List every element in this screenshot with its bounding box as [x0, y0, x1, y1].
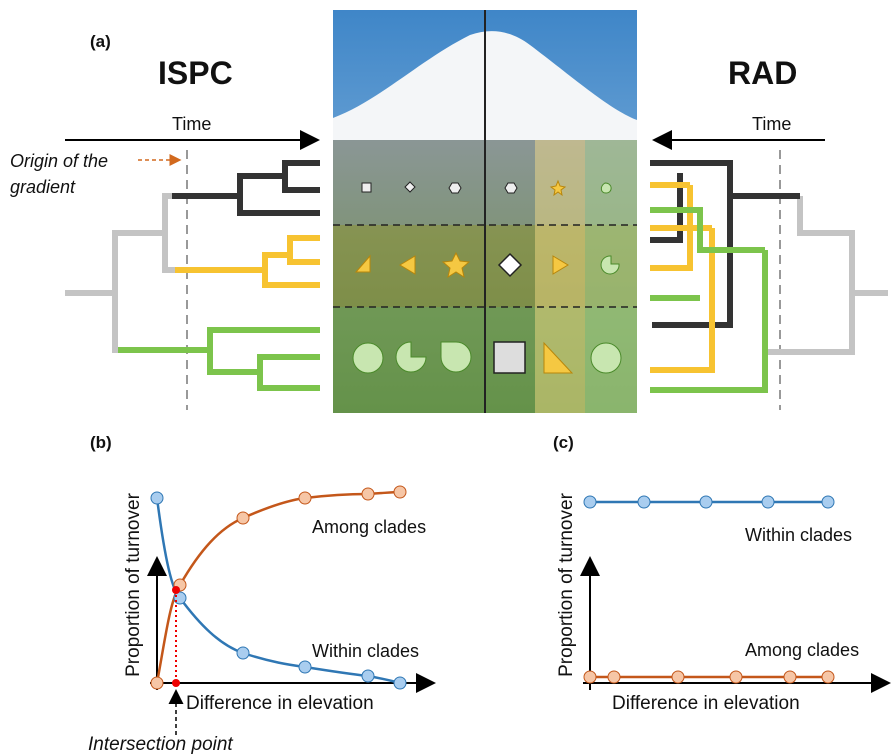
curve-label: Among clades — [745, 640, 859, 660]
shape-rect — [362, 183, 371, 192]
rad-tree — [650, 150, 888, 410]
shape-circle — [299, 492, 311, 504]
ispc-tree — [65, 150, 320, 410]
shape-circle — [730, 671, 742, 683]
shape-circle — [822, 671, 834, 683]
shape-path — [172, 163, 320, 213]
shape-circle — [172, 679, 180, 687]
shape-path — [441, 342, 471, 372]
shape-circle — [584, 496, 596, 508]
tree-title: RAD — [728, 55, 797, 91]
shape-circle — [353, 343, 383, 373]
x-axis-label: Difference in elevation — [612, 693, 800, 714]
panel-label: (a) — [90, 32, 111, 51]
shape-path — [505, 183, 517, 193]
shape-path — [601, 183, 611, 193]
y-axis-label: Proportion of turnover — [123, 492, 144, 676]
shape-circle — [762, 496, 774, 508]
shape-circle — [237, 647, 249, 659]
shape-circle — [638, 496, 650, 508]
mountain-photo — [333, 10, 637, 413]
x-axis-label: Difference in elevation — [186, 693, 374, 714]
panel-label: (b) — [90, 433, 112, 452]
shape-circle — [151, 492, 163, 504]
shape-circle — [822, 496, 834, 508]
shape-circle — [237, 512, 249, 524]
figure: (a) ISPC RAD Time Time Origin of the gra… — [0, 0, 891, 756]
panel-label: (c) — [553, 433, 574, 452]
shape-path — [175, 238, 320, 285]
curve-label: Within clades — [312, 641, 419, 661]
shape-circle — [299, 661, 311, 673]
shape-circle — [362, 670, 374, 682]
shape-circle — [784, 671, 796, 683]
shape-circle — [584, 671, 596, 683]
shape-circle — [700, 496, 712, 508]
shape-circle — [362, 488, 374, 500]
annotation: Intersection point — [88, 734, 233, 755]
shape-path — [449, 183, 461, 193]
shape-path — [165, 196, 175, 270]
annotation: gradient — [10, 177, 76, 197]
shape-circle — [672, 671, 684, 683]
shape-circle — [394, 677, 406, 689]
shape-path — [765, 196, 888, 352]
shape-circle — [172, 586, 180, 594]
annotation: Origin of the — [10, 151, 108, 171]
shape-circle — [151, 677, 163, 689]
curve-label: Within clades — [745, 525, 852, 545]
shape-circle — [608, 671, 620, 683]
time-label: Time — [172, 114, 211, 134]
y-axis-label: Proportion of turnover — [556, 492, 577, 676]
shape-path — [118, 330, 320, 388]
tree-title: ISPC — [158, 55, 233, 91]
shape-circle — [591, 343, 621, 373]
curve-label: Among clades — [312, 517, 426, 537]
time-label: Time — [752, 114, 791, 134]
shape-rect — [494, 342, 525, 373]
shape-circle — [394, 486, 406, 498]
